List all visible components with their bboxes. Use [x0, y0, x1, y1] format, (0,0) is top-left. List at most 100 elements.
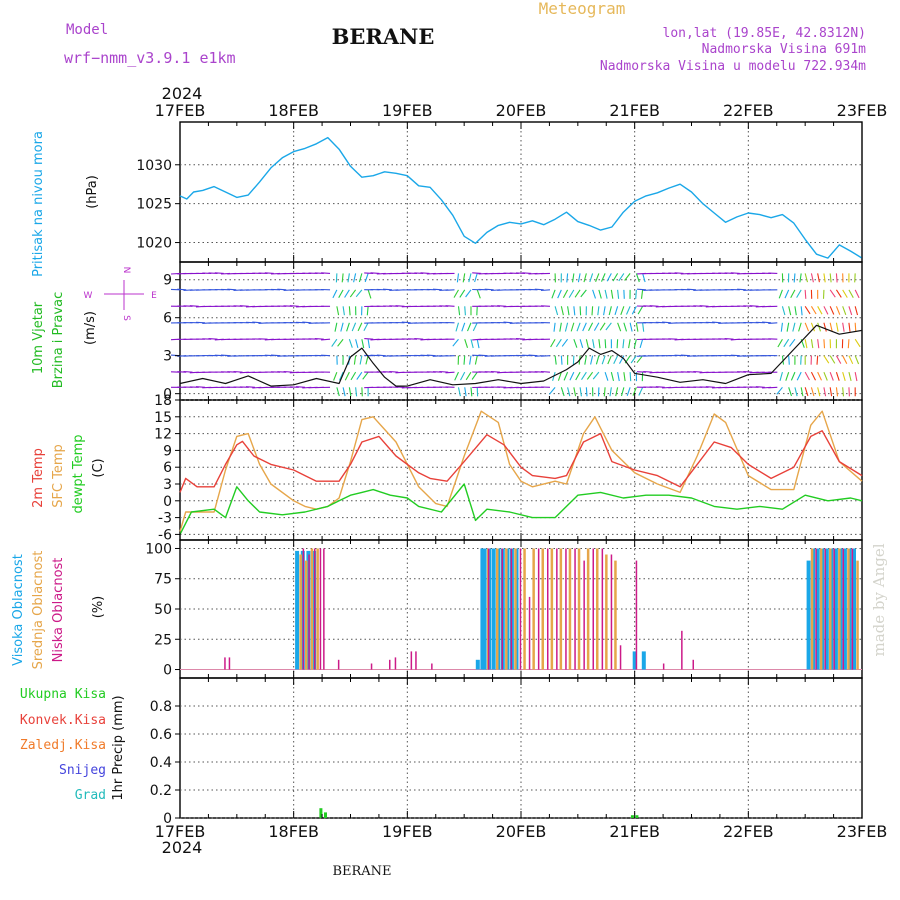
wind-vector	[589, 273, 594, 283]
precip-bar	[635, 815, 639, 818]
wind-vector	[835, 289, 842, 298]
pressure-unit: (hPa)	[85, 175, 100, 209]
wind-vector	[619, 355, 625, 364]
xtick-label-top: 20FEB	[496, 101, 547, 120]
wind-vector	[649, 305, 659, 307]
wind-vector	[817, 387, 821, 397]
wind-vector	[794, 306, 797, 316]
wind-vector	[606, 273, 612, 282]
wind-vector	[779, 371, 783, 381]
wind-vector	[823, 387, 827, 397]
cloud-high-bar	[482, 548, 487, 670]
wind-vector	[582, 322, 587, 332]
wind-vector	[367, 339, 371, 349]
wind-vector	[817, 371, 822, 381]
wind-vector	[842, 387, 845, 397]
wind-vector	[364, 273, 369, 283]
wind-vector	[554, 306, 559, 316]
wind-vector	[804, 371, 810, 381]
compass-south: S	[121, 315, 131, 321]
wind-ytick-label: 3	[163, 349, 172, 365]
cloud-mid-axis-title: Srednja Oblacnost	[31, 551, 46, 670]
cloud-low-bar	[833, 548, 835, 670]
cloud-low-bar	[610, 554, 613, 670]
wind-vector	[762, 321, 772, 324]
wind-vector	[465, 371, 472, 381]
cloud-low-bar	[592, 548, 594, 670]
wind-vector	[631, 306, 637, 315]
wind-vector	[463, 355, 466, 365]
wind-vector	[540, 289, 551, 292]
wind-vector	[464, 387, 467, 397]
wind-vector	[426, 354, 436, 357]
cloud-low-bar	[601, 548, 604, 670]
wind-vector	[823, 355, 830, 364]
wind-vector	[635, 322, 639, 332]
clouds-ytick-label: 50	[154, 602, 172, 618]
wind-vector	[662, 321, 672, 324]
precip-legend-conv: Konvek.Kisa	[20, 713, 106, 728]
wind-vector	[457, 306, 461, 316]
precip-ytick-label: 0.4	[150, 755, 172, 771]
wind-vector	[348, 387, 352, 397]
cloud-mid-bar	[559, 548, 563, 670]
compass-east: E	[151, 291, 157, 301]
wind-vector	[358, 273, 363, 283]
wind-vector	[574, 289, 581, 298]
station-altitude: Nadmorska Visina 691m	[702, 42, 867, 57]
cloud-high-bar	[852, 548, 856, 670]
dewpt-axis-title: dewpt Temp	[71, 434, 86, 513]
cloud-low-bar	[510, 548, 513, 670]
wind-vector	[573, 339, 578, 348]
wind-vector	[848, 322, 851, 332]
cloud-high-bar	[833, 548, 838, 670]
wind-vector	[414, 338, 424, 340]
wind-vector	[784, 289, 790, 299]
wind-vector	[823, 322, 827, 332]
cloud-mid-bar	[819, 548, 823, 670]
wind-vector	[553, 322, 556, 332]
wind-vector	[643, 370, 653, 373]
wind-vector	[342, 306, 345, 316]
footer-station: BERANE	[332, 864, 391, 879]
station-coords: lon,lat (19.85E, 42.8312N)	[663, 26, 867, 41]
wind-vector	[829, 371, 834, 381]
wind-vector	[465, 289, 472, 298]
wind-vector	[749, 305, 759, 307]
wind-vector	[563, 371, 569, 381]
wind-vector	[457, 387, 461, 397]
wind-vector	[835, 306, 841, 315]
wind-vector	[583, 273, 587, 283]
xtick-label-bottom: 19FEB	[382, 822, 433, 841]
wind-vector	[610, 289, 614, 299]
wind-vector	[829, 306, 835, 315]
wind-vector	[461, 322, 466, 332]
temperature-ytick-label: 18	[154, 393, 172, 409]
wind-vector	[816, 355, 819, 365]
wind-vector	[455, 322, 460, 332]
wind-vector	[183, 370, 193, 373]
wind-vector	[810, 387, 815, 397]
wind-vector	[366, 306, 369, 316]
wind-vector	[842, 322, 845, 332]
wind-vector	[610, 372, 615, 382]
wind-vector	[579, 339, 584, 348]
wind-vector	[599, 322, 606, 331]
xtick-label-bottom: 22FEB	[723, 822, 774, 841]
xtick-label-bottom: 18FEB	[268, 822, 319, 841]
temperature-ytick-label: 6	[163, 460, 172, 476]
cloud-high-bar	[475, 659, 480, 670]
wind-vector	[817, 306, 823, 315]
wind-vector	[823, 306, 829, 315]
wind-vector	[474, 273, 478, 283]
wind-vector	[353, 355, 357, 365]
cloud-low-bar	[394, 657, 397, 670]
precip-frame	[179, 677, 863, 819]
wind-vector	[842, 355, 848, 364]
wind-vector	[796, 371, 802, 381]
wind-vector	[623, 372, 626, 382]
cloud-high-bar	[491, 548, 496, 670]
wind-vector	[603, 306, 606, 316]
wind-vector	[617, 322, 622, 332]
wind-vector	[592, 289, 597, 299]
